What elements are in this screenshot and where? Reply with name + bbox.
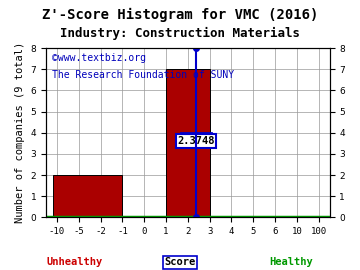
Text: 2.3748: 2.3748 — [177, 136, 215, 146]
Bar — [166, 69, 210, 217]
Text: Score: Score — [165, 257, 195, 267]
Text: ©www.textbiz.org: ©www.textbiz.org — [52, 53, 146, 63]
Text: The Research Foundation of SUNY: The Research Foundation of SUNY — [52, 70, 234, 80]
Text: Healthy: Healthy — [269, 257, 313, 267]
Y-axis label: Number of companies (9 total): Number of companies (9 total) — [15, 42, 25, 223]
Text: Z'-Score Histogram for VMC (2016): Z'-Score Histogram for VMC (2016) — [42, 8, 318, 22]
Text: Industry: Construction Materials: Industry: Construction Materials — [60, 27, 300, 40]
Text: Unhealthy: Unhealthy — [47, 257, 103, 267]
Bar — [53, 175, 122, 217]
